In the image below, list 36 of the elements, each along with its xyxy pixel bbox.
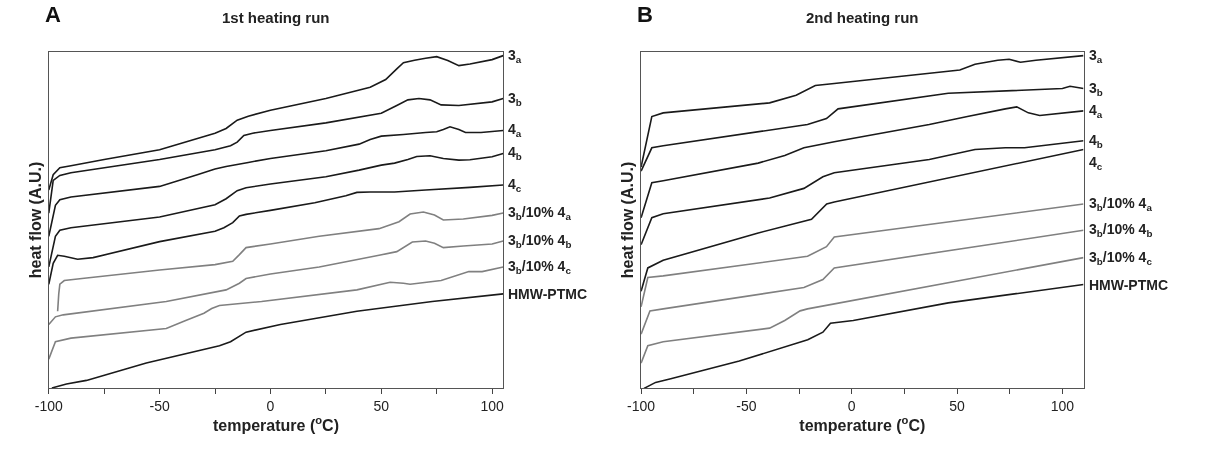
series-label: 3$_{b}$/10% 4$_{c}$ <box>1089 249 1153 267</box>
series-label: 3$_{a}$ <box>1089 47 1103 65</box>
text: B <box>637 2 653 27</box>
series-label: 3$_{a}$ <box>508 47 522 65</box>
x-tick-label: -50 <box>149 398 170 415</box>
series-label: 4$_{b}$ <box>1089 132 1103 150</box>
y-axis-title: heat flow (A.U.) <box>26 161 44 279</box>
series-label: 3$_{b}$/10% 4$_{b}$ <box>508 232 572 250</box>
series-label: 3$_{b}$/10% 4$_{a}$ <box>508 204 572 222</box>
text: A <box>45 2 61 27</box>
x-tick-label: -100 <box>34 398 63 415</box>
x-tick-label: 50 <box>949 398 966 415</box>
series-label: 3$_{b}$/10% 4$_{a}$ <box>1089 195 1153 213</box>
x-tick-label: 0 <box>266 398 275 415</box>
series-label: 4$_{b}$ <box>508 144 522 162</box>
series-label: 3$_{b}$/10% 4$_{c}$ <box>508 258 572 276</box>
series-label: HMW-PTMC <box>508 286 588 302</box>
x-axis-title: temperature ($^{o}$C) <box>799 414 926 434</box>
series-label: 4$_{a}$ <box>1089 102 1103 120</box>
x-tick-label: 50 <box>373 398 390 415</box>
series-label: 4$_{a}$ <box>508 121 522 139</box>
x-axis-title: temperature ($^{o}$C) <box>212 414 339 434</box>
series-label: 3$_{b}$ <box>1089 80 1103 98</box>
x-tick-label: 0 <box>847 398 856 415</box>
y-axis-title: heat flow (A.U.) <box>618 161 636 279</box>
series-label: 4$_{c}$ <box>508 176 522 194</box>
series-label: 4$_{c}$ <box>1089 154 1103 172</box>
chart-title: 2nd heating run <box>806 9 919 26</box>
x-tick-label: -50 <box>736 398 757 415</box>
x-tick-label: 100 <box>480 398 504 415</box>
x-tick-label: 100 <box>1050 398 1075 415</box>
series-label: HMW-PTMC <box>1089 277 1169 293</box>
series-label: 3$_{b}$ <box>508 90 522 108</box>
chart-title: 1st heating run <box>222 9 330 26</box>
x-tick-label: -100 <box>627 398 656 415</box>
series-label: 3$_{b}$/10% 4$_{b}$ <box>1089 221 1153 239</box>
